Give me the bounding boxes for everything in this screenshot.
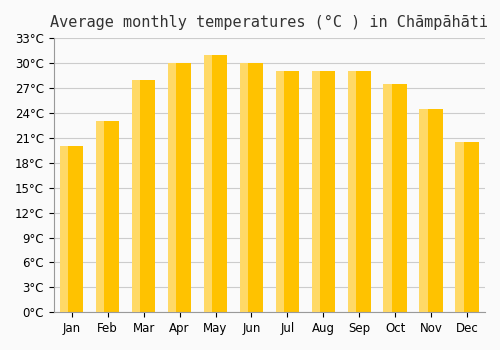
Title: Average monthly temperatures (°C ) in Chāmpāhāti: Average monthly temperatures (°C ) in Ch…	[50, 15, 488, 30]
Bar	[384, 84, 392, 312]
Bar	[168, 63, 192, 312]
Bar	[420, 109, 428, 312]
Bar	[204, 55, 227, 312]
Bar	[312, 71, 335, 312]
Bar	[276, 71, 299, 312]
Bar	[420, 109, 443, 312]
Bar	[132, 80, 156, 312]
Bar	[240, 63, 263, 312]
Bar	[96, 121, 104, 312]
Bar	[348, 71, 356, 312]
Bar	[276, 71, 284, 312]
Bar	[60, 146, 84, 312]
Bar	[384, 84, 407, 312]
Bar	[132, 80, 140, 312]
Bar	[168, 63, 176, 312]
Bar	[456, 142, 478, 312]
Bar	[204, 55, 212, 312]
Bar	[456, 142, 464, 312]
Bar	[312, 71, 320, 312]
Bar	[60, 146, 68, 312]
Bar	[348, 71, 371, 312]
Bar	[240, 63, 248, 312]
Bar	[96, 121, 120, 312]
